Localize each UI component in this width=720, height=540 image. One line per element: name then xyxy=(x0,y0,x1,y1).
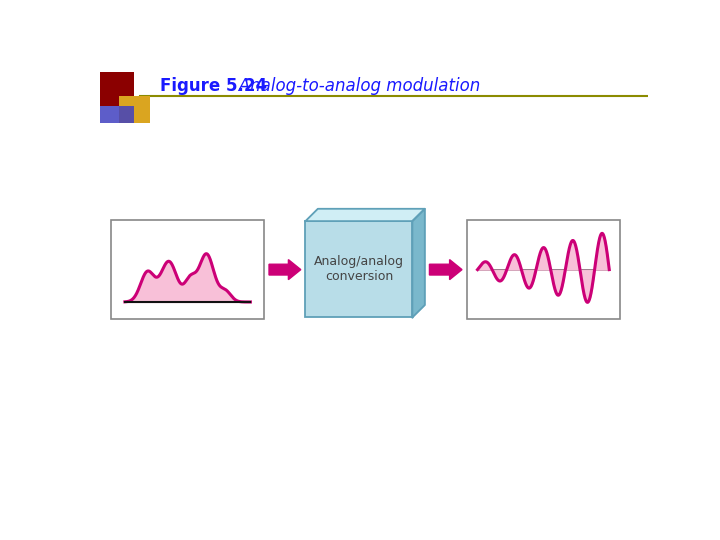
Polygon shape xyxy=(413,209,425,318)
Polygon shape xyxy=(305,209,425,221)
FancyArrow shape xyxy=(269,260,301,280)
Bar xyxy=(111,220,264,319)
Bar xyxy=(467,220,620,319)
Bar xyxy=(119,96,150,123)
Text: Analog-to-analog modulation: Analog-to-analog modulation xyxy=(223,77,480,95)
Bar xyxy=(100,72,134,106)
Bar xyxy=(305,221,413,318)
Bar xyxy=(100,106,134,123)
Text: Analog/analog
conversion: Analog/analog conversion xyxy=(314,255,404,284)
FancyArrow shape xyxy=(429,260,462,280)
Text: Figure 5.24: Figure 5.24 xyxy=(160,77,267,95)
